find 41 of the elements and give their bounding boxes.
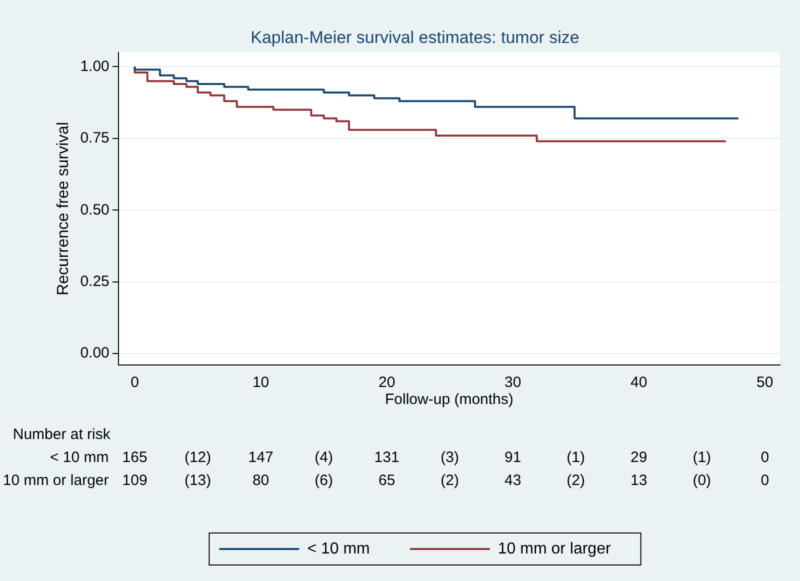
text: 165 [122,449,148,466]
text: (2) [566,472,586,490]
text: (12) [184,449,212,466]
text: 147 [248,449,274,466]
text: 91 [504,449,522,466]
text: 131 [374,449,400,466]
text: 13 [630,472,648,490]
y-tick-label: 1.00 [80,58,110,75]
x-tick-label: 50 [756,374,774,392]
text: (3) [440,449,459,466]
y-axis-title: Recurrence free survival [55,122,72,296]
text: 0 [760,449,770,466]
text: < 10 mm [50,449,109,466]
x-axis-title: Follow-up (months) [385,391,514,408]
legend-label: 10 mm or larger [498,540,612,558]
text: (6) [314,472,333,490]
y-tick-label: 0.00 [80,344,110,362]
text: (4) [314,449,333,466]
text: (1) [692,449,712,466]
chart-title: Kaplan-Meier survival estimates: tumor size [250,28,580,47]
text: (1) [566,449,586,466]
x-tick-label: 40 [630,374,648,392]
x-tick-label: 20 [378,374,396,392]
text: 80 [252,472,270,490]
text: 29 [630,449,648,466]
legend-label: < 10 mm [307,540,370,558]
text: 0 [760,472,770,490]
text: 109 [122,472,148,490]
y-tick-label: 0.75 [80,130,110,147]
y-tick-label: 0.50 [80,201,110,218]
y-tick-label: 0.25 [80,272,110,290]
text: 10 mm or larger [2,472,109,490]
text: 65 [378,472,396,490]
text: (2) [440,472,459,490]
text: (0) [692,472,712,490]
x-tick-label: 0 [130,374,139,392]
text: (13) [184,472,212,490]
text: Number at risk [12,426,111,444]
text: 43 [504,472,522,490]
x-tick-label: 30 [504,374,522,392]
x-tick-label: 10 [252,374,270,392]
